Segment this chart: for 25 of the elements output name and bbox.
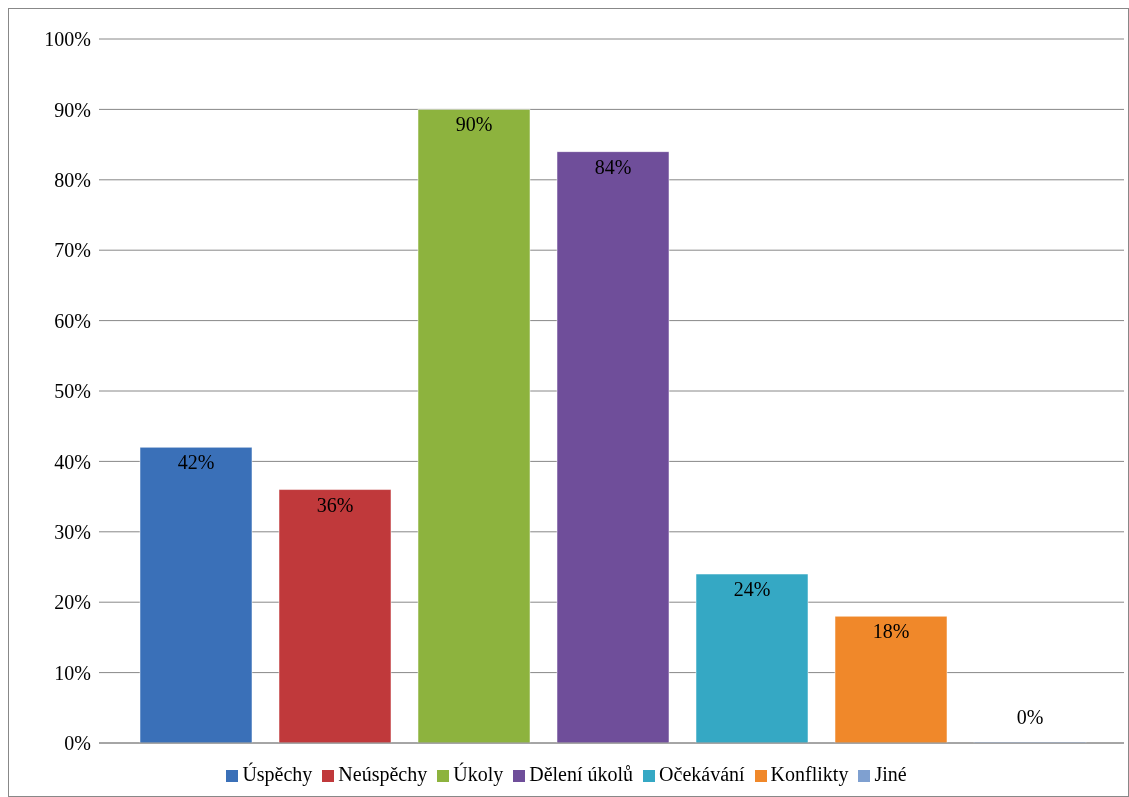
y-tick-label: 30% — [54, 520, 91, 543]
data-label: 42% — [177, 451, 215, 474]
y-tick-label: 20% — [54, 591, 91, 614]
y-tick-label: 40% — [54, 450, 91, 473]
y-tick-label: 50% — [54, 380, 91, 403]
y-tick-label: 90% — [54, 98, 91, 121]
legend-label: Jiné — [874, 763, 907, 785]
legend-label: Neúspěchy — [338, 763, 428, 785]
y-tick-label: 70% — [54, 239, 91, 262]
y-tick-label: 100% — [44, 28, 91, 51]
legend-label: Úkoly — [453, 763, 504, 785]
legend-label: Očekávání — [659, 763, 745, 785]
data-label: 0% — [1016, 706, 1044, 728]
data-label: 90% — [455, 113, 493, 136]
legend-label: Dělení úkolů — [529, 763, 634, 785]
y-tick-label: 80% — [54, 168, 91, 191]
data-label: 18% — [872, 620, 910, 643]
y-tick-label: 60% — [54, 309, 91, 332]
y-tick-label: 10% — [54, 661, 91, 684]
legend-label: Konflikty — [770, 763, 849, 785]
data-label: 84% — [594, 155, 632, 178]
y-tick-label: 0% — [64, 732, 91, 755]
data-label: 24% — [733, 578, 771, 601]
data-label: 36% — [316, 493, 354, 516]
legend-label: Úspěchy — [242, 763, 313, 785]
